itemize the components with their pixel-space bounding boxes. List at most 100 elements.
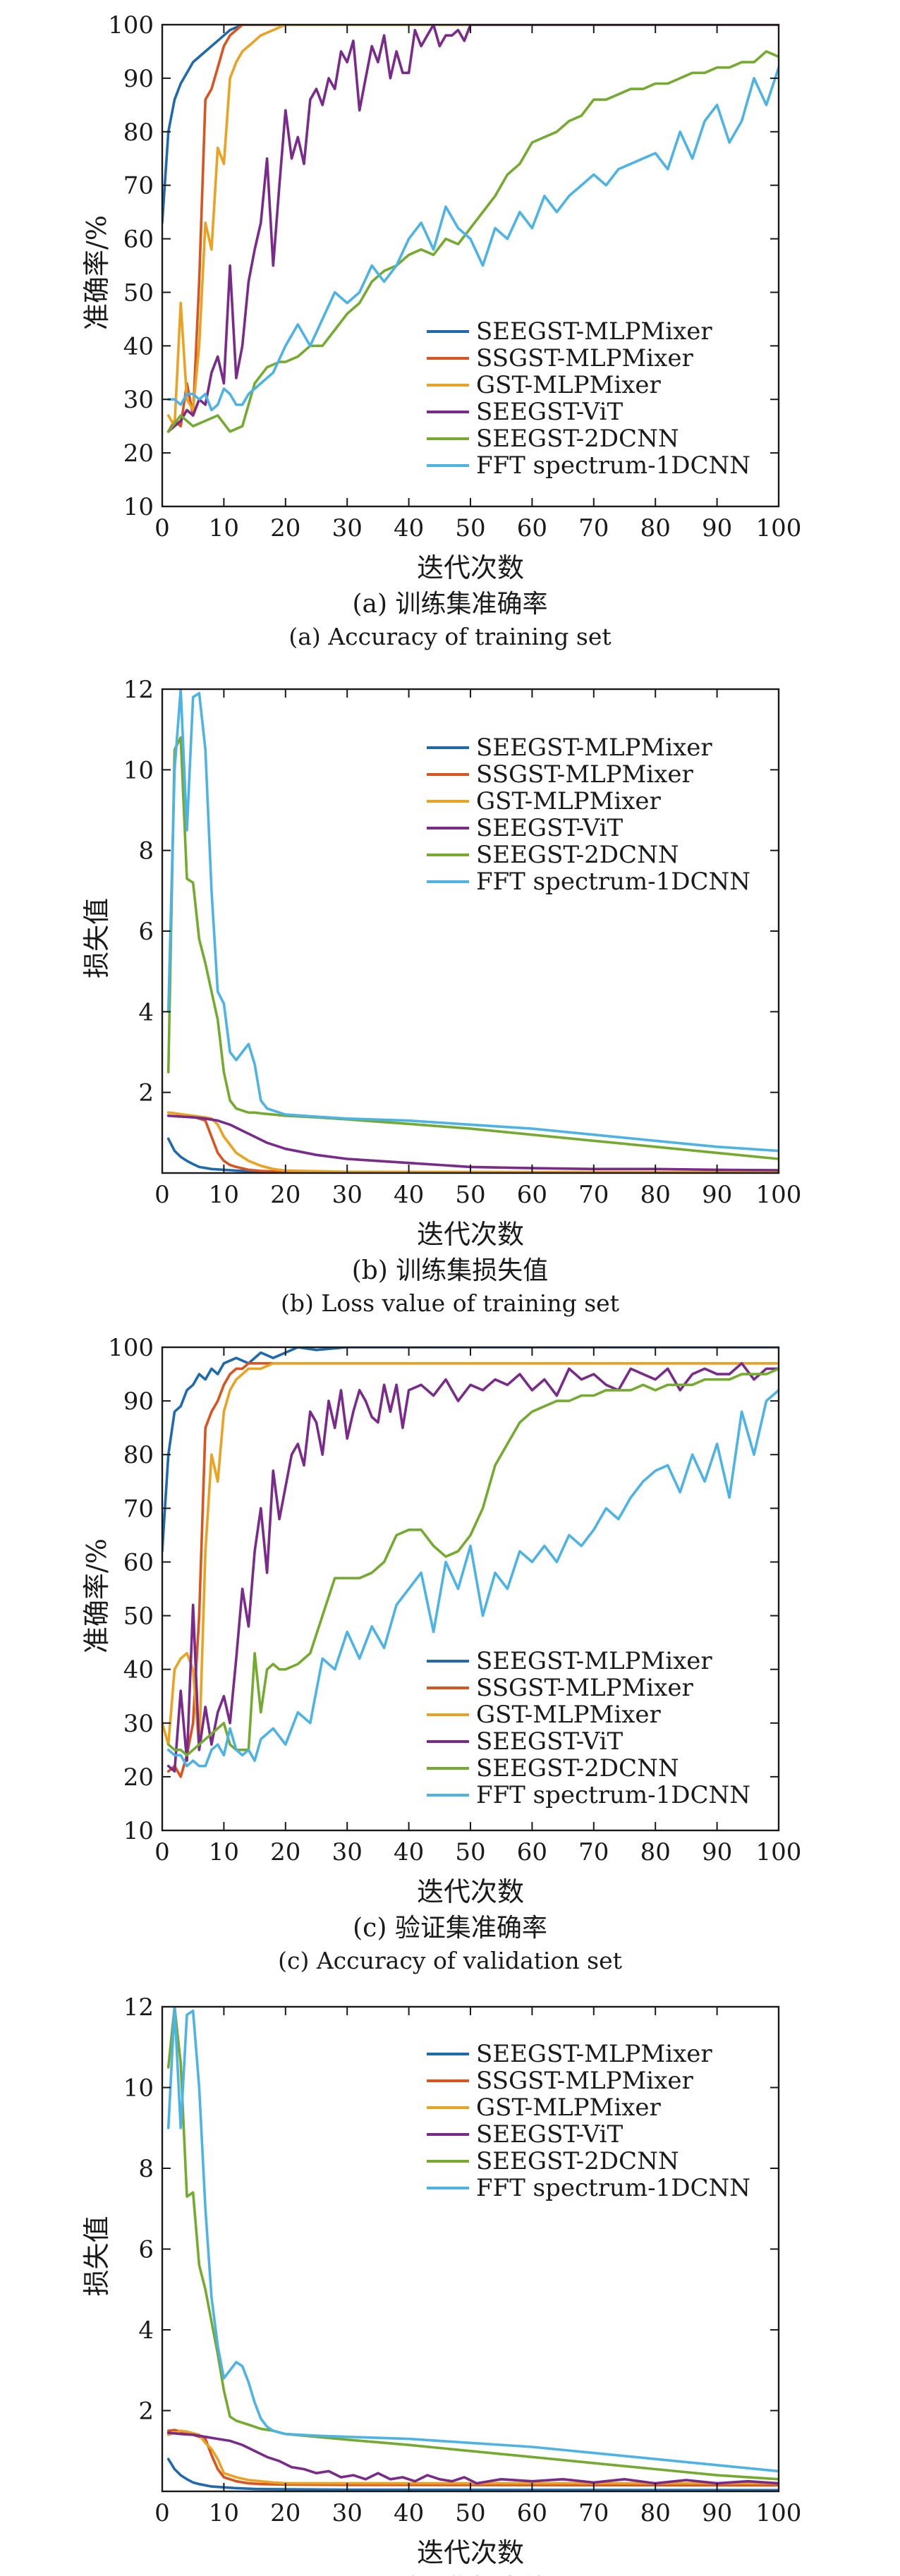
legend-label-seegst-mlpmixer: SEEGST-MLPMixer xyxy=(476,317,712,346)
y-tick-label: 12 xyxy=(123,1993,154,2022)
y-tick-label: 8 xyxy=(138,2155,154,2183)
series-line-seegst-2dcnn xyxy=(166,736,779,1160)
y-tick-label: 4 xyxy=(138,998,154,1026)
legend: SEEGST-MLPMixerSSGST-MLPMixerGST-MLPMixe… xyxy=(427,2040,750,2202)
x-tick-label: 40 xyxy=(394,1838,424,1866)
x-tick-label: 80 xyxy=(640,1181,671,1209)
x-tick-label: 60 xyxy=(517,2499,547,2527)
x-tick-label: 50 xyxy=(455,1181,485,1209)
legend-label-seegst-vit: SEEGST-ViT xyxy=(476,2120,624,2149)
legend-label-seegst-vit: SEEGST-ViT xyxy=(476,814,624,842)
series-line-seegst-mlpmixer xyxy=(162,1347,779,1553)
y-tick-label: 40 xyxy=(123,332,154,360)
x-tick-label: 30 xyxy=(332,1181,363,1209)
x-axis-title: 迭代次数 xyxy=(417,1219,524,1250)
y-tick-label: 6 xyxy=(138,2236,154,2264)
series-line-seegst-mlpmixer xyxy=(162,25,779,224)
series-line-seegst-vit xyxy=(166,25,779,433)
legend-label-gst-mlpmixer: GST-MLPMixer xyxy=(476,371,661,399)
y-tick-label: 8 xyxy=(138,837,154,865)
chart-panel-3: 0 10 20 30 40 50 60 70 80 90 100102030405060708090… xyxy=(81,1334,801,1974)
series-line-ssgst-mlpmixer xyxy=(166,1111,779,1173)
series-line-ssgst-mlpmixer xyxy=(166,2429,779,2487)
y-tick-label: 30 xyxy=(123,386,154,414)
y-tick-label: 12 xyxy=(123,676,154,704)
legend: SEEGST-MLPMixerSSGST-MLPMixerGST-MLPMixe… xyxy=(427,317,750,480)
y-tick-label: 70 xyxy=(123,172,154,200)
y-axis-title: 准确率/% xyxy=(81,1538,112,1653)
legend-label-fft-spectrum-1dcnn: FFT spectrum-1DCNN xyxy=(476,2174,750,2202)
x-axis-title: 迭代次数 xyxy=(417,1876,524,1907)
y-tick-label: 2 xyxy=(138,1079,154,1107)
legend: SEEGST-MLPMixerSSGST-MLPMixerGST-MLPMixe… xyxy=(427,734,750,896)
x-tick-label: 100 xyxy=(756,514,802,542)
y-tick-label: 90 xyxy=(123,65,154,93)
x-tick-label: 10 xyxy=(209,514,239,542)
x-tick-label: 50 xyxy=(455,514,485,542)
x-tick-label: 30 xyxy=(332,514,363,542)
caption-cn: (c) 验证集准确率 xyxy=(353,1914,547,1943)
x-tick-label: 90 xyxy=(702,2499,732,2527)
y-tick-label: 80 xyxy=(123,119,154,147)
x-tick-label: 100 xyxy=(756,1181,802,1209)
y-tick-label: 20 xyxy=(123,1763,154,1792)
legend-label-seegst-mlpmixer: SEEGST-MLPMixer xyxy=(476,2040,712,2068)
legend-label-seegst-mlpmixer: SEEGST-MLPMixer xyxy=(476,1647,712,1675)
legend-label-seegst-2dcnn: SEEGST-2DCNN xyxy=(476,425,679,453)
x-tick-label: 0 xyxy=(154,514,170,542)
y-axis-title: 准确率/% xyxy=(81,215,112,330)
y-tick-label: 10 xyxy=(123,493,154,521)
x-tick-label: 100 xyxy=(756,1838,802,1866)
series-line-gst-mlpmixer xyxy=(166,25,779,428)
y-tick-label: 10 xyxy=(123,756,154,784)
x-tick-label: 40 xyxy=(394,514,424,542)
series-line-fft-spectrum-1dcnn xyxy=(166,689,779,1153)
x-tick-label: 100 xyxy=(756,2499,802,2527)
y-tick-label: 6 xyxy=(138,918,154,946)
y-tick-label: 4 xyxy=(138,2316,154,2345)
legend-label-seegst-2dcnn: SEEGST-2DCNN xyxy=(476,841,679,869)
x-tick-label: 20 xyxy=(270,2499,300,2527)
legend-label-seegst-2dcnn: SEEGST-2DCNN xyxy=(476,2147,679,2175)
x-tick-label: 0 xyxy=(154,1838,170,1866)
x-tick-label: 40 xyxy=(394,2499,424,2527)
x-tick-label: 80 xyxy=(640,514,671,542)
series-line-fft-spectrum-1dcnn xyxy=(166,2007,779,2473)
y-tick-label: 10 xyxy=(123,1817,154,1845)
plot-area xyxy=(162,1347,779,1778)
y-tick-label: 100 xyxy=(108,1334,154,1362)
x-tick-label: 60 xyxy=(517,1838,547,1866)
x-tick-label: 70 xyxy=(578,1181,609,1209)
x-tick-label: 80 xyxy=(640,2499,671,2527)
chart-panel-2: 0 10 20 30 40 50 60 70 80 90 100 2 4 6 8 10 12 迭代次数 损失值 SEE… xyxy=(81,676,801,1317)
x-tick-label: 10 xyxy=(209,1181,239,1209)
y-tick-label: 90 xyxy=(123,1387,154,1416)
y-tick-label: 50 xyxy=(123,279,154,307)
caption-cn: (a) 训练集准确率 xyxy=(353,590,548,619)
legend-label-ssgst-mlpmixer: SSGST-MLPMixer xyxy=(476,344,693,372)
y-tick-label: 10 xyxy=(123,2074,154,2103)
x-tick-label: 90 xyxy=(702,1181,732,1209)
legend-label-ssgst-mlpmixer: SSGST-MLPMixer xyxy=(476,760,693,789)
legend-label-seegst-mlpmixer: SEEGST-MLPMixer xyxy=(476,734,712,762)
y-tick-label: 60 xyxy=(123,1548,154,1576)
x-tick-label: 90 xyxy=(702,514,732,542)
y-tick-label: 2 xyxy=(138,2398,154,2426)
x-tick-label: 20 xyxy=(270,1838,300,1866)
x-tick-label: 10 xyxy=(209,1838,239,1866)
plot-area xyxy=(166,689,779,1173)
legend-label-fft-spectrum-1dcnn: FFT spectrum-1DCNN xyxy=(476,451,750,480)
legend-label-gst-mlpmixer: GST-MLPMixer xyxy=(476,1701,661,1729)
legend-label-fft-spectrum-1dcnn: FFT spectrum-1DCNN xyxy=(476,868,750,896)
x-tick-label: 80 xyxy=(640,1838,671,1866)
caption-en: (a) Accuracy of training set xyxy=(288,623,611,650)
legend-label-seegst-vit: SEEGST-ViT xyxy=(476,398,624,426)
x-tick-label: 0 xyxy=(154,1181,170,1209)
y-tick-label: 100 xyxy=(108,11,154,40)
x-tick-label: 30 xyxy=(332,1838,363,1866)
caption-en: (c) Accuracy of validation set xyxy=(278,1947,622,1974)
x-tick-label: 40 xyxy=(394,1181,424,1209)
x-tick-label: 20 xyxy=(270,514,300,542)
chart-panel-1: 0 10 20 30 40 50 60 70 80 90 100102030405060708090… xyxy=(81,11,801,650)
